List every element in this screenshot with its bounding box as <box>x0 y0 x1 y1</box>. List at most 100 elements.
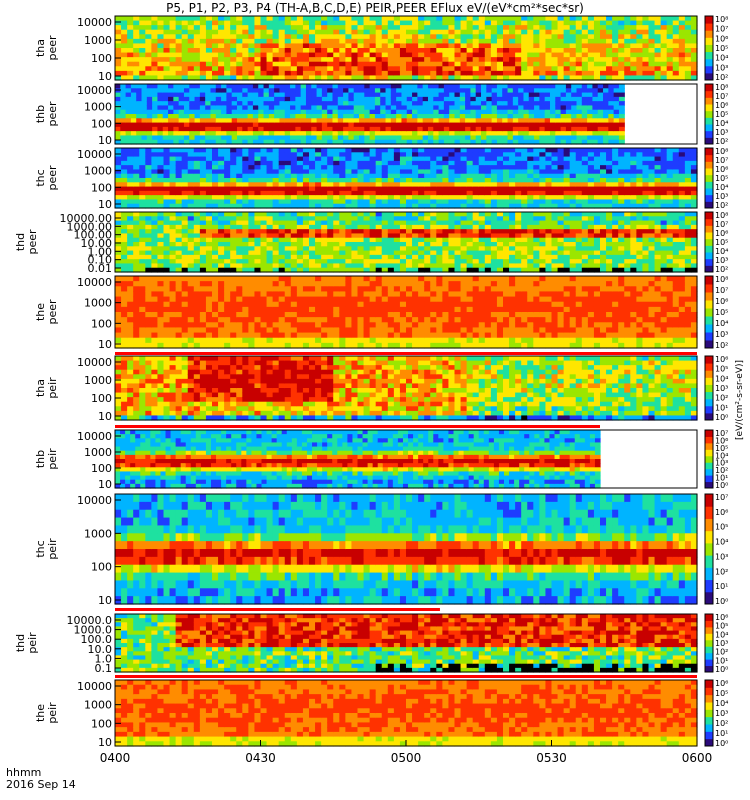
spectrogram-cell <box>120 118 127 124</box>
spectrogram-cell <box>684 199 692 205</box>
spectrogram-cell <box>569 199 577 205</box>
spectrogram-cell <box>424 178 431 183</box>
colorbar-segment <box>705 51 713 60</box>
spectrogram-cell <box>436 246 443 252</box>
spectrogram-cell <box>654 52 662 58</box>
spectrogram-cell <box>321 57 328 63</box>
spectrogram-cell <box>412 169 419 175</box>
spectrogram-cell <box>236 61 243 67</box>
spectrogram-cell <box>205 131 212 137</box>
spectrogram-cell <box>321 48 328 54</box>
spectrogram-cell <box>486 131 493 137</box>
spectrogram-cell <box>539 126 546 132</box>
spectrogram-cell <box>490 229 498 235</box>
spectrogram-cell <box>545 20 553 26</box>
spectrogram-cell <box>399 190 407 196</box>
spectrogram-cell <box>381 57 389 63</box>
spectrogram-cell <box>430 267 437 273</box>
spectrogram-cell <box>260 182 268 188</box>
spectrogram-cell <box>151 190 159 196</box>
spectrogram-cell <box>624 16 631 22</box>
spectrogram-cell <box>333 199 340 205</box>
spectrogram-cell <box>684 152 692 158</box>
spectrogram-cell <box>279 101 286 107</box>
spectrogram-cell <box>569 52 577 58</box>
spectrogram-cell <box>272 75 280 81</box>
spectrogram-cell <box>430 57 437 63</box>
spectrogram-cell <box>224 52 231 58</box>
spectrogram-cell <box>412 122 418 128</box>
spectrogram-cell <box>557 70 565 77</box>
spectrogram-cell <box>523 122 530 128</box>
spectrogram-cell <box>581 182 589 188</box>
spectrogram-cell <box>187 48 195 54</box>
spectrogram-cell <box>163 190 171 196</box>
spectrogram-cell <box>337 92 344 98</box>
spectrogram-cell <box>296 152 304 158</box>
spectrogram-cell <box>459 105 466 111</box>
spectrogram-cell <box>593 156 601 162</box>
colorbar-tick-label: 10³ <box>715 63 728 72</box>
spectrogram-cell <box>523 135 530 141</box>
spectrogram-cell <box>121 29 128 35</box>
spectrogram-cell <box>396 122 403 128</box>
spectrogram-cell <box>418 43 425 49</box>
spectrogram-cell <box>387 38 395 45</box>
spectrogram-cell <box>375 190 383 196</box>
spectrogram-cell <box>231 122 238 128</box>
spectrogram-cell <box>146 96 153 102</box>
spectrogram-cell <box>363 246 371 252</box>
spectrogram-cell <box>327 114 334 119</box>
spectrogram-cell <box>258 101 265 107</box>
spectrogram-cell <box>290 118 296 124</box>
spectrogram-cell <box>521 182 528 188</box>
spectrogram-cell <box>127 259 134 265</box>
spectrogram-cell <box>327 20 334 26</box>
spectrogram-cell <box>290 263 298 269</box>
spectrogram-cell <box>230 233 237 239</box>
spectrogram-cell <box>115 233 122 239</box>
spectrogram-cell <box>393 186 401 192</box>
spectrogram-cell <box>145 173 152 179</box>
spectrogram-cell <box>315 25 322 31</box>
spectrogram-cell <box>284 250 292 256</box>
spectrogram-cell <box>678 195 686 201</box>
spectrogram-cell <box>481 109 487 115</box>
spectrogram-cell <box>581 16 589 22</box>
spectrogram-cell <box>436 220 443 226</box>
spectrogram-cell <box>327 186 334 192</box>
spectrogram-cell <box>406 131 413 137</box>
spectrogram-cell <box>436 25 443 31</box>
spectrogram-cell <box>212 216 219 222</box>
spectrogram-cell <box>478 212 486 217</box>
spectrogram-cell <box>406 263 413 269</box>
spectrogram-cell <box>490 237 498 243</box>
spectrogram-cell <box>162 88 169 94</box>
spectrogram-cell <box>311 105 318 111</box>
spectrogram-cell <box>597 88 604 94</box>
spectrogram-cell <box>115 199 122 205</box>
spectrogram-cell <box>224 182 231 188</box>
spectrogram-cell <box>454 126 461 132</box>
spectrogram-cell <box>157 165 165 171</box>
spectrogram-cell <box>433 114 440 119</box>
spectrogram-cell <box>684 203 692 209</box>
spectrogram-cell <box>260 242 268 247</box>
spectrogram-cell <box>374 101 381 107</box>
spectrogram-cell <box>302 212 310 217</box>
spectrogram-cell <box>252 105 259 111</box>
spectrogram-cell <box>248 25 256 31</box>
spectrogram-cell <box>560 139 567 145</box>
spectrogram-cell <box>266 182 274 188</box>
spectrogram-cell <box>387 195 395 201</box>
spectrogram-cell <box>442 38 450 45</box>
spectrogram-cell <box>666 182 674 188</box>
spectrogram-cell <box>205 182 213 188</box>
spectrogram-cell <box>157 139 164 145</box>
spectrogram-cell <box>442 216 450 222</box>
spectrogram-cell <box>624 190 631 196</box>
spectrogram-cell <box>199 246 207 252</box>
spectrogram-cell <box>212 25 219 31</box>
spectrogram-cell <box>296 259 304 265</box>
spectrogram-cell <box>139 220 146 226</box>
